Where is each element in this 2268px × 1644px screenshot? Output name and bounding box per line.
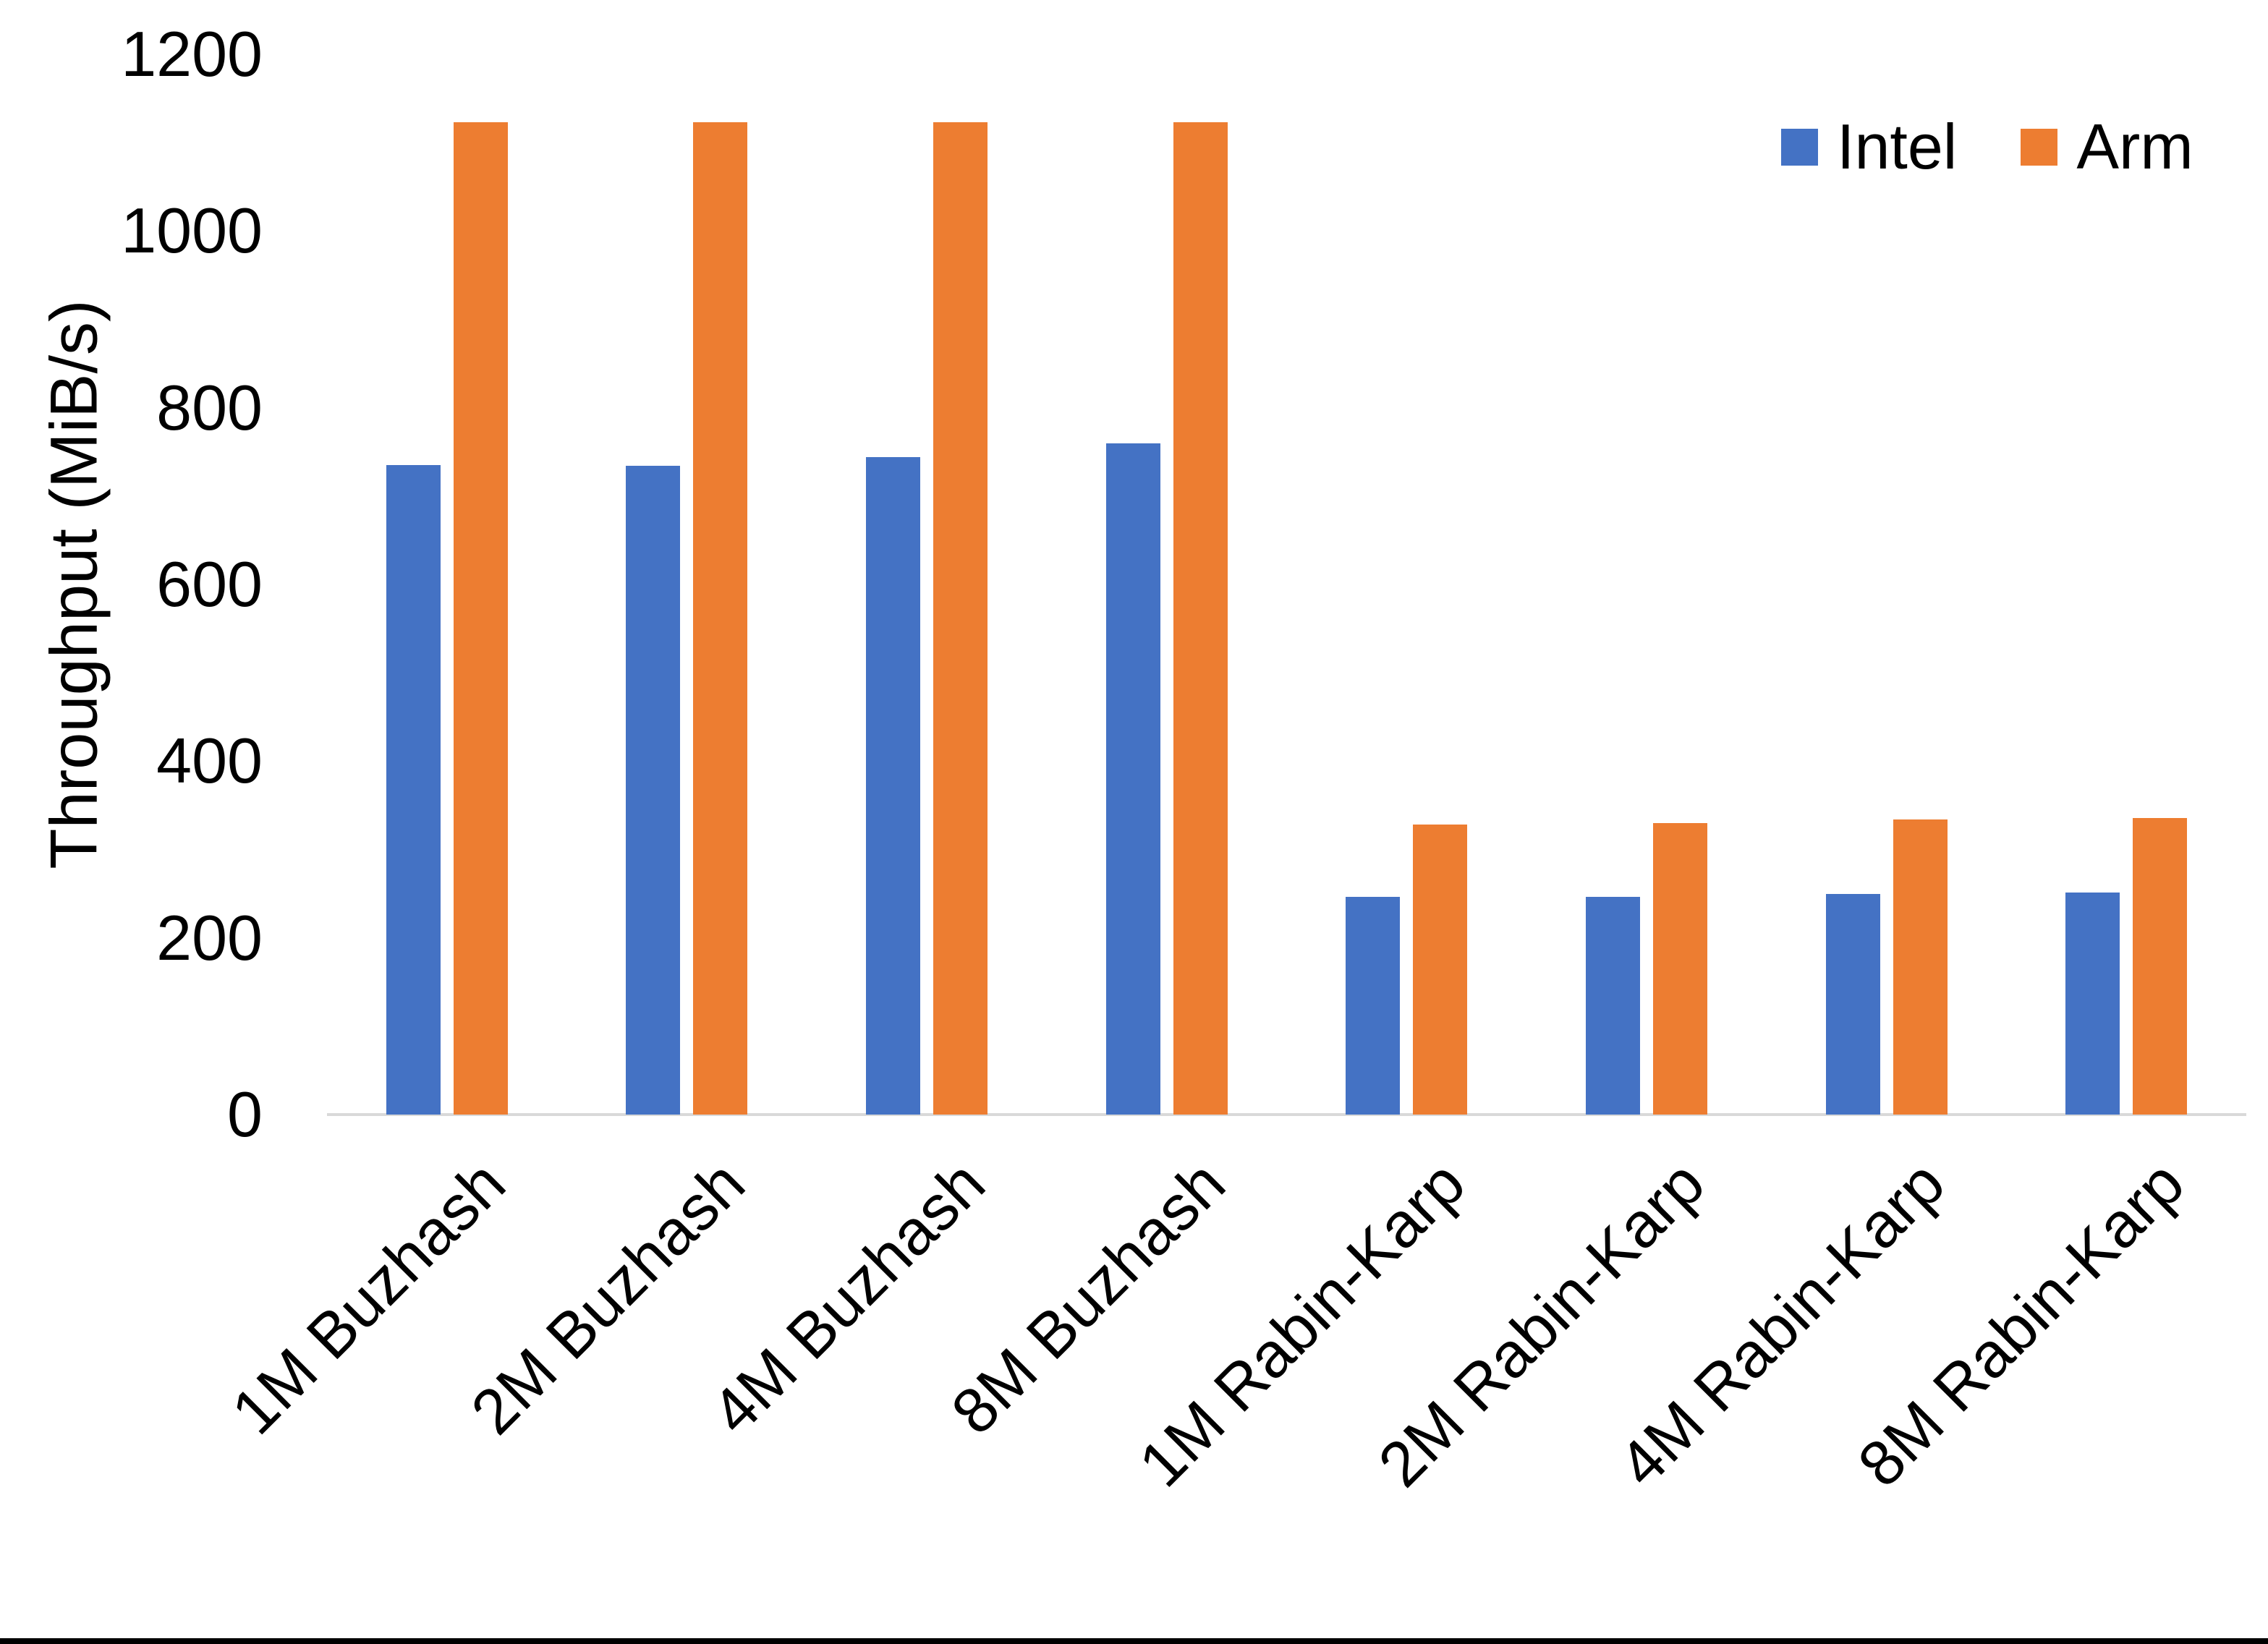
bar-intel-1m-rabin-karp [1346,897,1401,1115]
y-tick-label-800: 800 [156,371,263,443]
bar-arm-8m-rabin-karp [2133,818,2188,1115]
y-tick-label-0: 0 [227,1078,263,1150]
intel-legend-label: Intel [1837,111,1958,182]
bar-arm-8m-buzhash [1173,122,1228,1115]
bar-intel-8m-buzhash [1105,443,1160,1115]
bar-intel-4m-buzhash [866,457,921,1115]
y-tick-label-200: 200 [156,901,263,974]
bar-intel-8m-rabin-karp [2065,893,2120,1115]
bar-arm-4m-buzhash [933,122,988,1115]
bar-arm-1m-rabin-karp [1413,825,1468,1115]
bar-intel-2m-rabin-karp [1585,897,1640,1115]
plot-area [327,54,2246,1116]
intel-legend-swatch [1781,128,1818,166]
y-tick-label-1200: 1200 [121,18,263,90]
x-axis-line [327,1113,2246,1116]
arm-legend-swatch [2021,128,2058,166]
y-tick-label-1000: 1000 [121,195,263,267]
bar-arm-2m-buzhash [693,122,748,1115]
bar-intel-1m-buzhash [386,465,441,1115]
arm-legend-label: Arm [2076,111,2193,182]
y-tick-label-600: 600 [156,548,263,620]
bar-intel-4m-rabin-karp [1825,894,1880,1115]
bar-arm-4m-rabin-karp [1893,819,1948,1115]
legend: Intel Arm [1781,110,2193,184]
y-tick-label-400: 400 [156,725,263,797]
bar-arm-1m-buzhash [453,122,508,1115]
legend-entry-intel: Intel [1781,110,1957,184]
bar-arm-2m-rabin-karp [1652,823,1707,1115]
legend-entry-arm: Arm [2021,110,2193,184]
bottom-edge-bar [0,1638,2268,1644]
bar-intel-2m-buzhash [626,466,681,1115]
